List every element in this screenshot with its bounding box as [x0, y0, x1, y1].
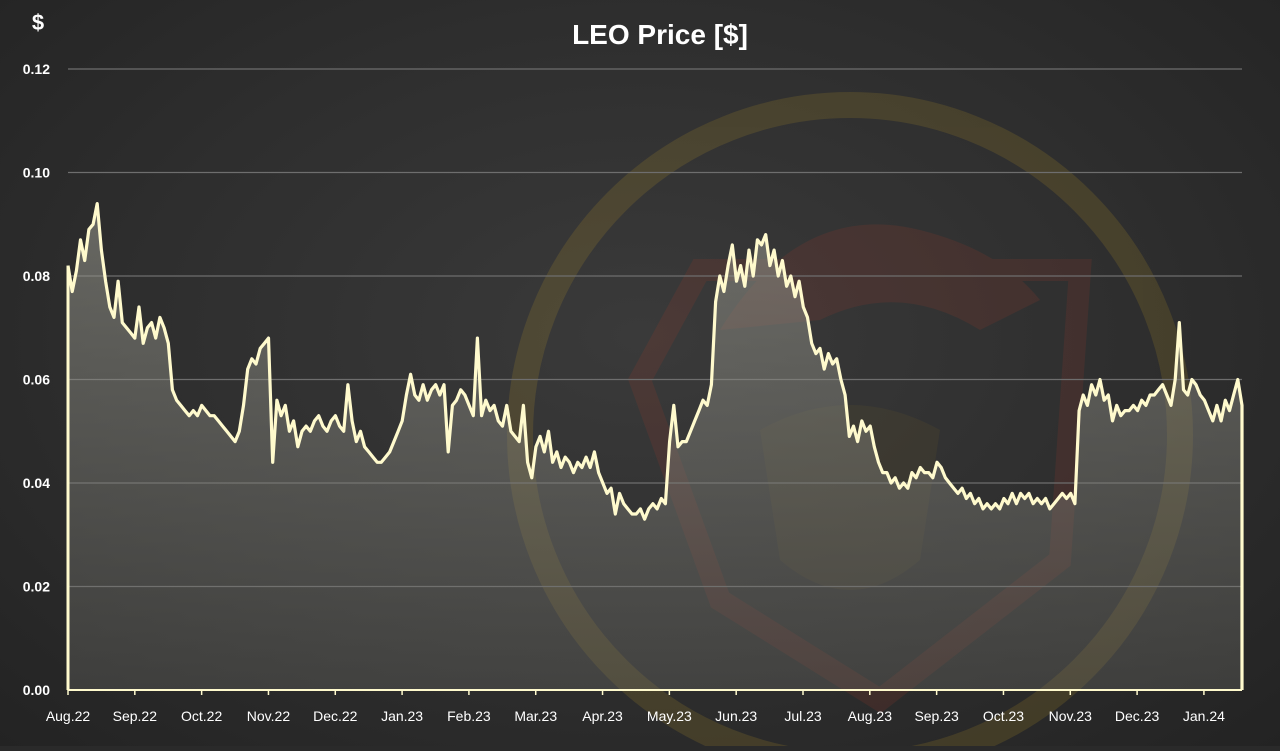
- x-tick-label: Apr.23: [582, 708, 623, 724]
- y-tick-label: 0.12: [23, 61, 50, 77]
- y-tick-label: 0.10: [23, 165, 50, 181]
- x-tick-label: Oct.22: [181, 708, 222, 724]
- y-tick-label: 0.06: [23, 372, 50, 388]
- x-tick-label: May.23: [647, 708, 692, 724]
- x-tick-label: Oct.23: [983, 708, 1024, 724]
- x-tick-label: Jan.24: [1183, 708, 1225, 724]
- y-axis-tick-labels: 0.00 0.02 0.04 0.06 0.08 0.10 0.12: [23, 61, 50, 698]
- x-tick-label: Jan.23: [381, 708, 423, 724]
- y-tick-label: 0.02: [23, 579, 50, 595]
- x-axis-tick-labels: Aug.22 Sep.22 Oct.22 Nov.22 Dec.22 Jan.23 Feb.…: [46, 708, 1225, 724]
- x-tick-label: Dec.23: [1115, 708, 1160, 724]
- x-tick-label: Sep.23: [914, 708, 959, 724]
- x-tick-label: Aug.23: [848, 708, 893, 724]
- x-axis: [66, 265, 1242, 695]
- price-line: [66, 202, 1244, 690]
- y-tick-label: 0.08: [23, 268, 50, 284]
- x-tick-label: Jun.23: [715, 708, 757, 724]
- y-axis-unit: $: [32, 10, 44, 35]
- x-tick-label: Nov.22: [247, 708, 291, 724]
- x-tick-label: Dec.22: [313, 708, 358, 724]
- x-tick-label: Aug.22: [46, 708, 91, 724]
- x-tick-label: Mar.23: [514, 708, 557, 724]
- x-tick-label: Sep.22: [113, 708, 158, 724]
- series-price: [66, 202, 1244, 690]
- x-tick-label: Feb.23: [447, 708, 491, 724]
- x-tick-label: Nov.23: [1049, 708, 1093, 724]
- x-tick-label: Jul.23: [784, 708, 822, 724]
- y-tick-label: 0.00: [23, 682, 50, 698]
- price-area-fill: [68, 203, 1242, 690]
- y-tick-label: 0.04: [23, 475, 50, 491]
- chart-title: LEO Price [$]: [572, 19, 748, 50]
